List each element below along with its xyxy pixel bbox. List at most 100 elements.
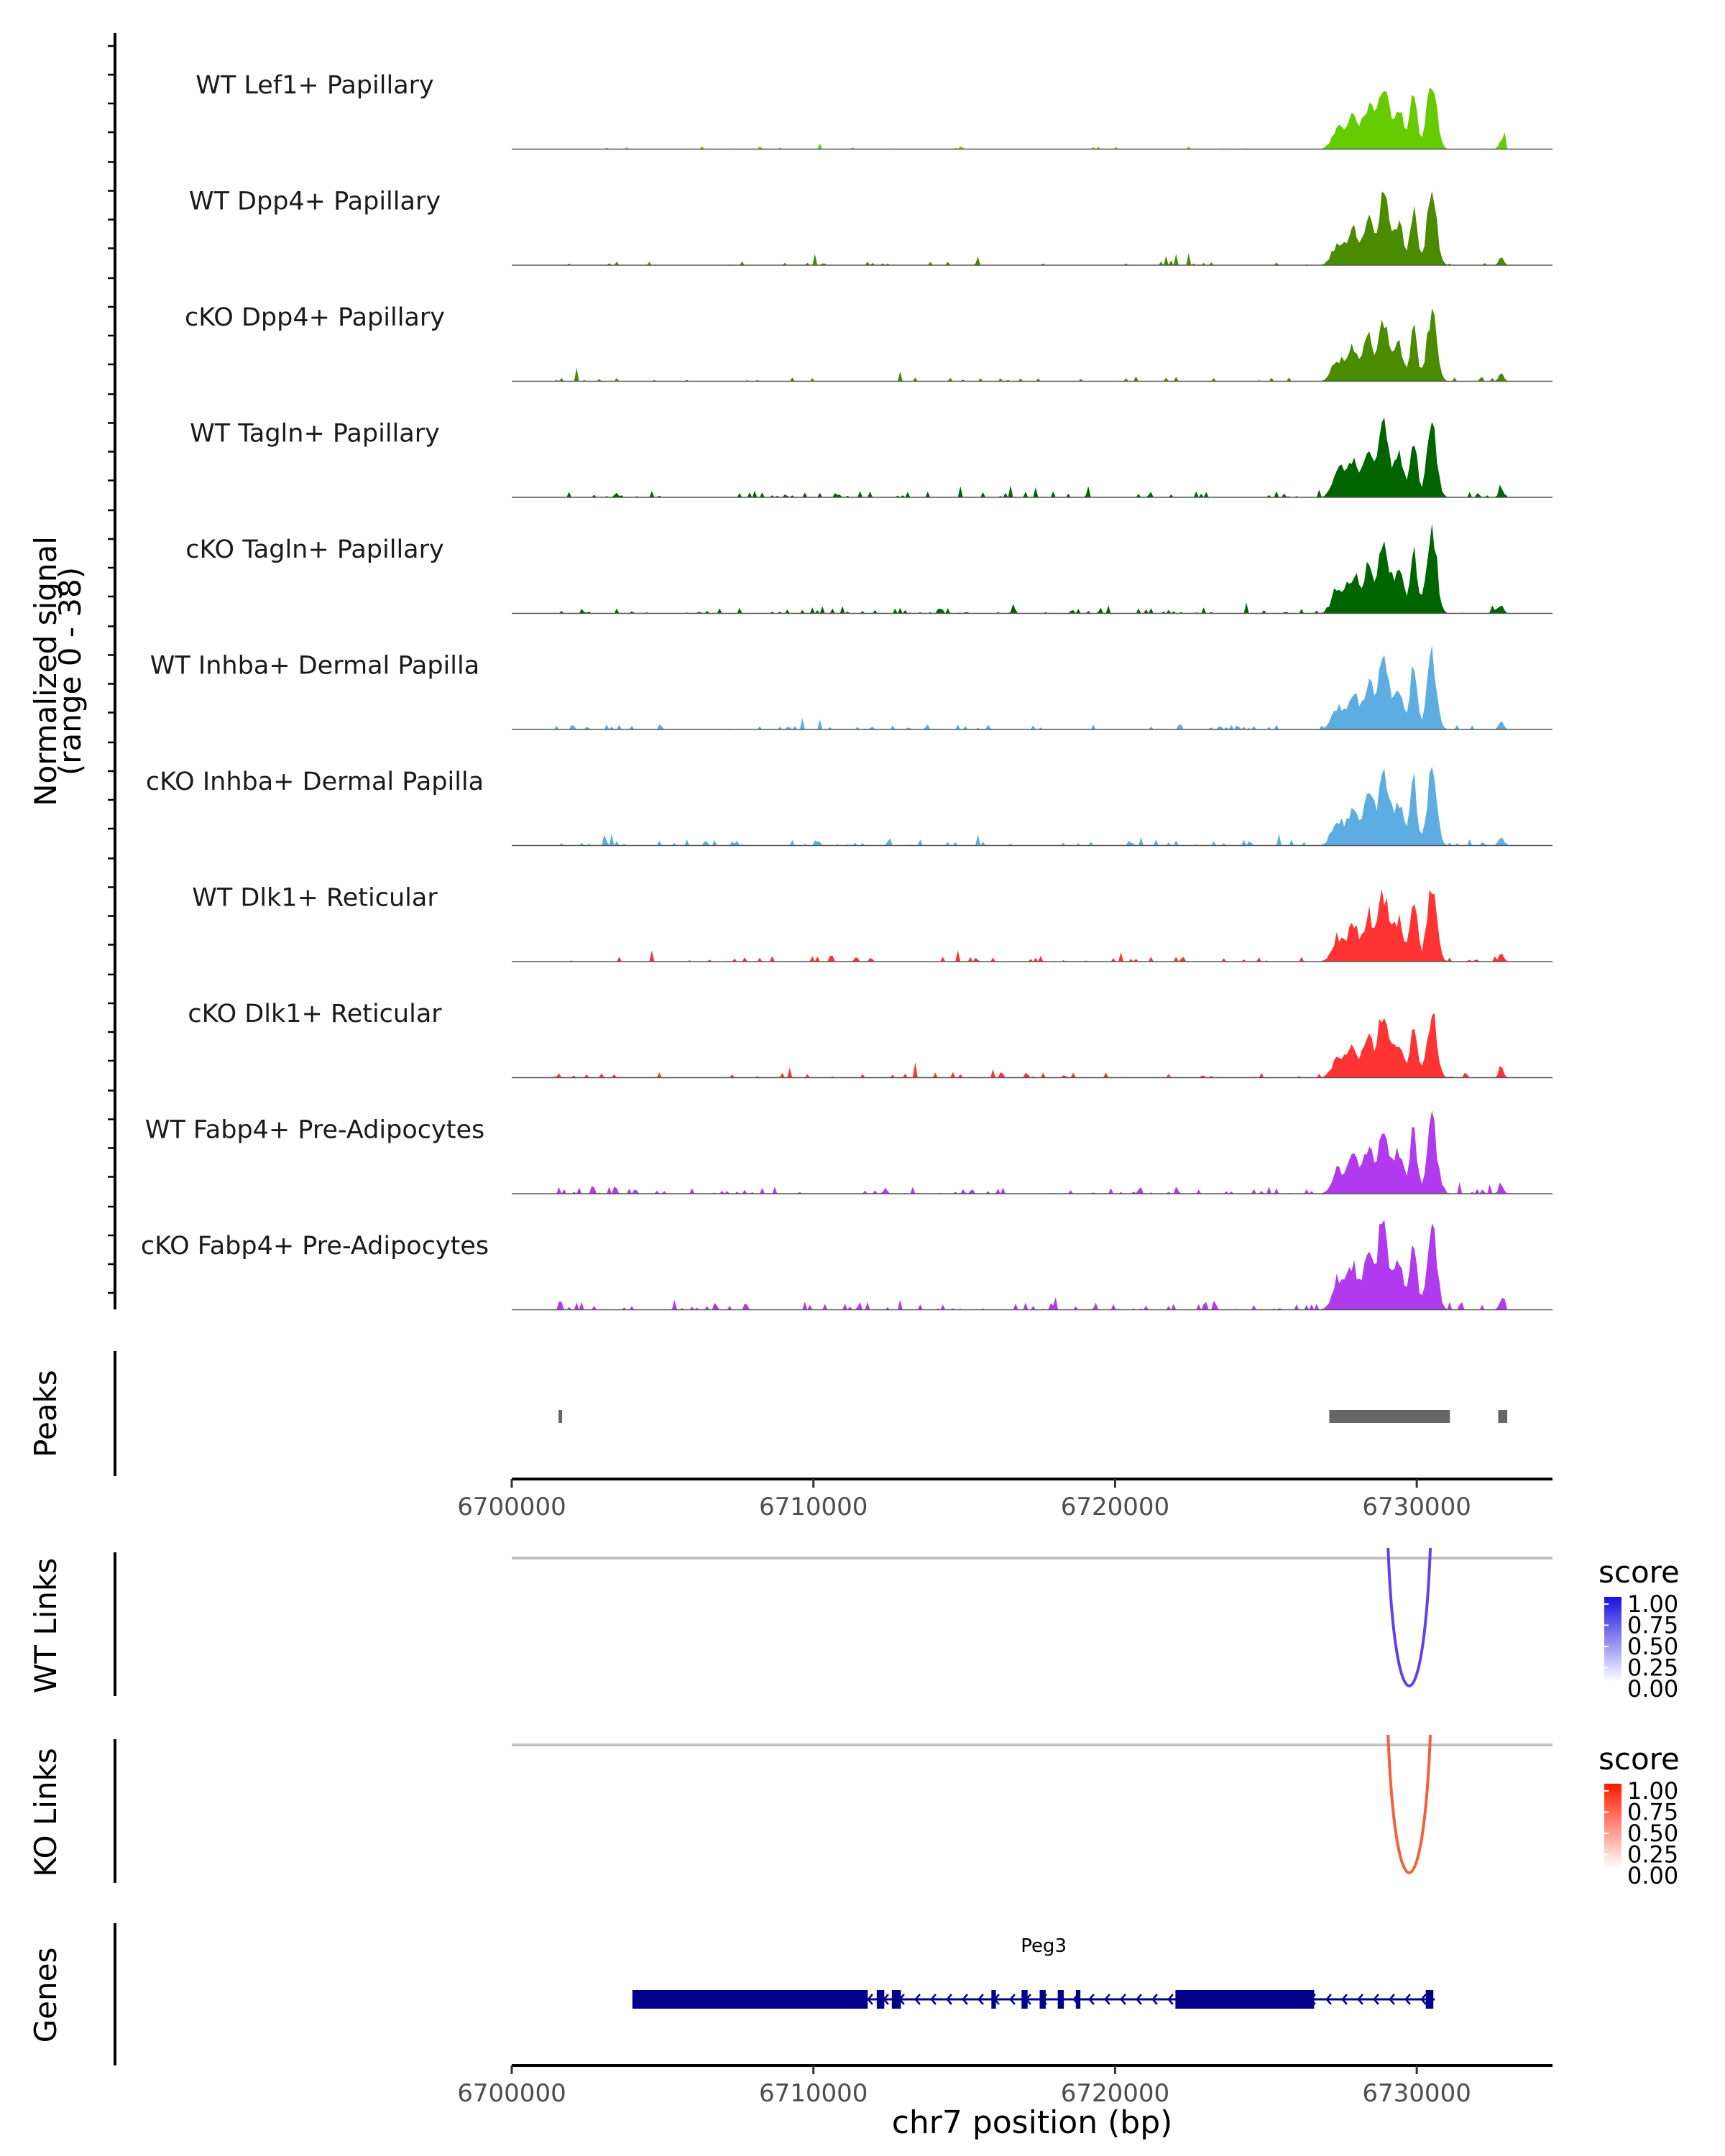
strand-arrow — [1120, 1994, 1126, 2005]
gene-models: Peg3 — [632, 1935, 1435, 2009]
legend-title-2: score — [1598, 1741, 1680, 1777]
coverage-area-8 — [553, 888, 1507, 962]
track-label-7: cKO Inhba+ Dermal Papilla — [146, 768, 484, 796]
x-tick-label-bottom-4: 6730000 — [1362, 2079, 1471, 2108]
x-tick-label-top-2: 6710000 — [759, 1493, 868, 1521]
track-label-11: cKO Fabp4+ Pre-Adipocytes — [141, 1232, 489, 1261]
strand-arrow — [946, 1994, 952, 2005]
strand-arrow — [1136, 1994, 1142, 2005]
strand-arrow — [1088, 1994, 1095, 2005]
exon-6 — [1039, 1990, 1046, 2009]
track-label-5: cKO Tagln+ Papillary — [185, 535, 444, 564]
links-label-1: WT Links — [28, 1558, 63, 1693]
coverage-tracks: WT Lef1+ Papillary WT Dpp4+ Papillary cKO … — [141, 71, 1552, 1311]
coverage-area-7 — [553, 766, 1507, 846]
track-label-2: WT Dpp4+ Papillary — [189, 188, 441, 216]
coverage-area-4 — [553, 417, 1507, 497]
coverage-area-1 — [553, 88, 1507, 149]
strand-arrow — [978, 1994, 984, 2005]
legend-tick-label-1-4: 0.25 — [1627, 1654, 1678, 1682]
legend-tick-label-1-2: 0.75 — [1627, 1612, 1678, 1639]
coverage-y-ticks — [108, 45, 115, 1294]
coverage-panel: Normalized signal (range 0 - 38) WT Lef1… — [28, 33, 1552, 1311]
coverage-y-label-line2: (range 0 - 38) — [52, 567, 88, 775]
strand-arrow — [1420, 1994, 1427, 2005]
x-tick-label-top-1: 6700000 — [457, 1493, 566, 1521]
track-label-6: WT Inhba+ Dermal Papilla — [150, 652, 479, 681]
strand-arrow — [914, 1994, 921, 2005]
x-tick-label-top-4: 6730000 — [1362, 1493, 1471, 1521]
legend-colorbar-1 — [1604, 1597, 1622, 1682]
gene-name-1: Peg3 — [1021, 1935, 1067, 1957]
legend-tick-label-2-2: 0.75 — [1627, 1799, 1678, 1826]
track-label-10: WT Fabp4+ Pre-Adipocytes — [145, 1116, 484, 1145]
legend-tick-label-2-4: 0.25 — [1627, 1841, 1678, 1869]
x-tick-label-bottom-3: 6720000 — [1061, 2079, 1169, 2108]
strand-arrow — [1167, 1994, 1174, 2005]
x-tick-label-bottom-2: 6710000 — [759, 2079, 868, 2108]
track-label-9: cKO Dlk1+ Reticular — [188, 1000, 442, 1028]
strand-arrow — [1357, 1994, 1363, 2005]
peak-regions — [558, 1410, 1508, 1423]
exon-7 — [1057, 1990, 1064, 2009]
x-axis-bottom: 6700000 6710000 6720000 6730000 — [457, 2065, 1471, 2108]
track-label-3: cKO Dpp4+ Papillary — [185, 303, 445, 332]
peaks-panel: Peaks 6700000 6710000 6720000 6730000 — [28, 1351, 1552, 1521]
exon-5 — [1021, 1990, 1028, 2009]
link-arc-2 — [1386, 1734, 1432, 1874]
legend-tick-label-1-3: 0.50 — [1627, 1633, 1678, 1660]
exon-8 — [1075, 1990, 1081, 2009]
links-label-2: KO Links — [28, 1748, 63, 1877]
coverage-y-label-line1: Normalized signal — [28, 536, 63, 806]
x-tick-label-top-3: 6720000 — [1061, 1493, 1169, 1521]
strand-arrow — [1104, 1994, 1110, 2005]
genes-label: Genes — [28, 1948, 63, 2043]
strand-arrow — [1389, 1994, 1395, 2005]
strand-arrow — [1373, 1994, 1379, 2005]
strand-arrow — [1404, 1994, 1411, 2005]
peak-region-1 — [558, 1410, 563, 1423]
legend-tick-label-1-5: 0.00 — [1627, 1675, 1678, 1703]
track-label-4: WT Tagln+ Papillary — [190, 420, 440, 448]
exon-9 — [1175, 1990, 1315, 2009]
coverage-area-2 — [553, 190, 1507, 265]
x-tick-label-bottom-1: 6700000 — [457, 2079, 566, 2108]
legend-tick-label-2-1: 1.00 — [1627, 1777, 1678, 1805]
track-label-8: WT Dlk1+ Reticular — [192, 884, 438, 913]
exon-10 — [1425, 1990, 1434, 2009]
strand-arrow — [930, 1994, 937, 2005]
legend-colorbar-2 — [1604, 1784, 1622, 1869]
legend-tick-label-1-1: 1.00 — [1627, 1590, 1678, 1618]
coverage-area-9 — [553, 1013, 1507, 1078]
exon-2 — [876, 1990, 885, 2009]
track-label-1: WT Lef1+ Papillary — [196, 71, 434, 100]
strand-arrow — [867, 1994, 873, 2005]
coverage-area-6 — [553, 645, 1507, 729]
peak-region-2 — [1329, 1410, 1450, 1423]
peaks-label: Peaks — [28, 1370, 63, 1457]
coverage-area-3 — [553, 308, 1507, 382]
strand-arrow — [1341, 1994, 1348, 2005]
strand-arrow — [1151, 1994, 1158, 2005]
link-arc-1 — [1386, 1547, 1432, 1687]
x-axis-top: 6700000 6710000 6720000 6730000 — [457, 1479, 1471, 1521]
peak-region-3 — [1498, 1410, 1508, 1423]
strand-arrow — [1009, 1994, 1016, 2005]
strand-arrow — [962, 1994, 968, 2005]
genes-panel: Genes Peg3 6700000 6710000 6720000 6730000 … — [28, 1923, 1552, 2141]
coverage-area-10 — [553, 1110, 1507, 1194]
legend-title-1: score — [1598, 1554, 1680, 1590]
coverage-area-11 — [553, 1220, 1507, 1310]
strand-arrow — [1325, 1994, 1332, 2005]
legend-tick-label-2-3: 0.50 — [1627, 1820, 1678, 1847]
exon-3 — [891, 1990, 901, 2009]
x-axis-label: chr7 position (bp) — [892, 2104, 1173, 2141]
legend-tick-label-2-5: 0.00 — [1627, 1862, 1678, 1889]
coverage-area-5 — [553, 523, 1507, 614]
exon-1 — [632, 1990, 868, 2009]
exon-4 — [991, 1990, 996, 2009]
